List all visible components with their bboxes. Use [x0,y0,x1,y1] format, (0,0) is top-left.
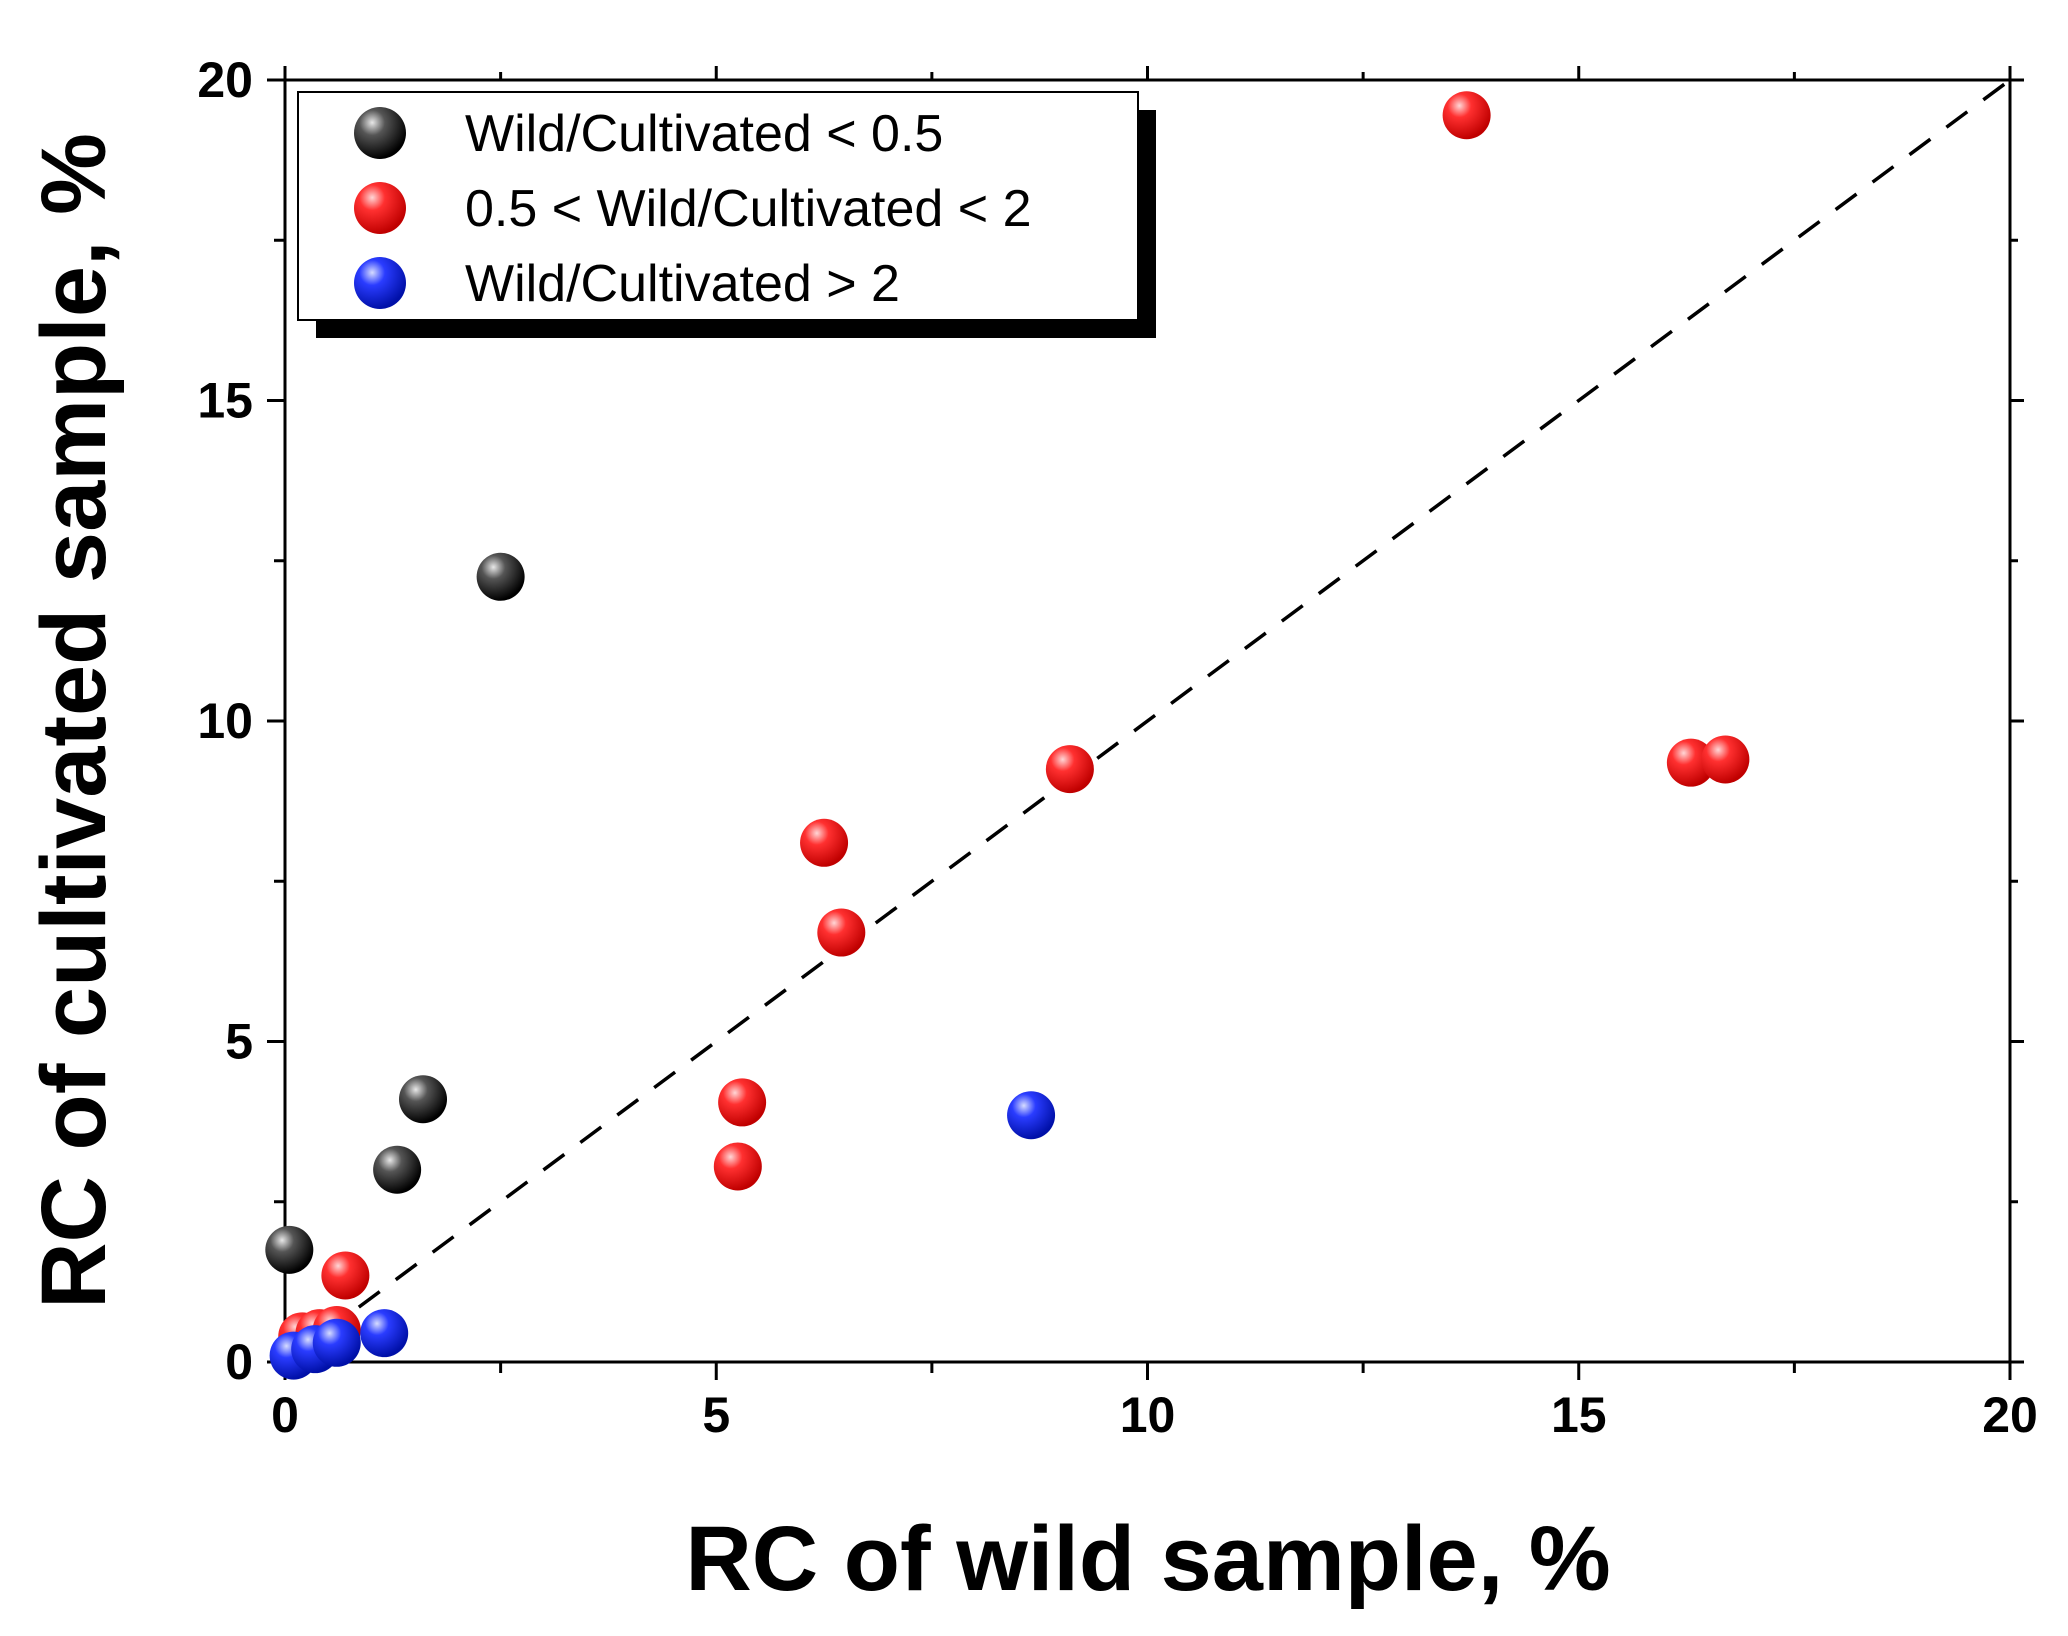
point-ratio-above-2 [360,1309,409,1358]
point-ratio-0-5-to-2 [718,1078,767,1127]
x-axis-title: RC of wild sample, % [685,1508,1610,1610]
point-ratio-below-0-5 [265,1225,314,1274]
point-ratio-0-5-to-2 [1666,738,1715,787]
y-tick-label: 20 [197,52,253,108]
legend-label-3: Wild/Cultivated > 2 [465,255,900,313]
point-ratio-0-5-to-2 [800,818,849,867]
y-tick-label: 15 [197,373,253,429]
legend-label-1: Wild/Cultivated < 0.5 [465,105,943,163]
y-tick-label: 5 [225,1014,253,1070]
legend: Wild/Cultivated < 0.5 0.5 < Wild/Cultiva… [297,91,1156,338]
legend-box [297,91,1139,321]
point-ratio-0-5-to-2 [817,908,866,957]
y-axis-title: RC of cultivated sample, % [23,133,125,1309]
y-tick-label: 10 [197,693,253,749]
point-ratio-0-5-to-2 [713,1142,762,1191]
point-ratio-above-2 [312,1318,361,1367]
point-ratio-below-0-5 [373,1145,422,1194]
point-ratio-below-0-5 [476,552,525,601]
x-tick-label: 20 [1982,1387,2038,1443]
point-ratio-0-5-to-2 [1701,735,1750,784]
y-tick-label: 0 [225,1334,253,1390]
legend-marker-blue [354,257,406,309]
legend-marker-black [354,107,406,159]
x-tick-label: 0 [271,1387,299,1443]
reference-line [283,78,2012,1364]
x-tick-label: 5 [702,1387,730,1443]
x-tick-label: 15 [1551,1387,1607,1443]
point-ratio-above-2 [1007,1091,1056,1140]
x-tick-label: 10 [1120,1387,1176,1443]
point-ratio-0-5-to-2 [321,1251,370,1300]
legend-label-2: 0.5 < Wild/Cultivated < 2 [465,180,1032,238]
point-ratio-0-5-to-2 [1442,91,1491,140]
data-points [265,91,1750,1380]
point-ratio-0-5-to-2 [1045,745,1094,794]
point-ratio-below-0-5 [399,1075,447,1124]
legend-marker-red [354,182,406,234]
x-axis: 0 5 10 15 20 [271,66,2038,1443]
